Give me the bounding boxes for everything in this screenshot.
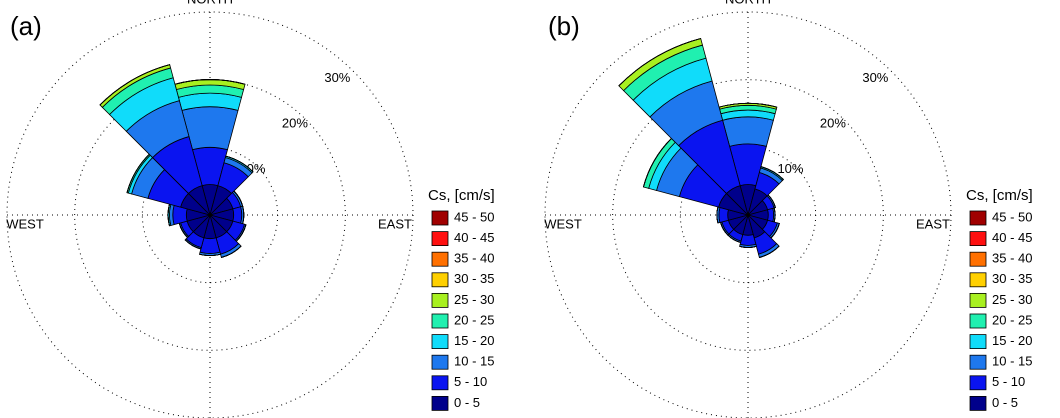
legend-swatch [431, 210, 449, 226]
legend-label: 40 - 45 [992, 230, 1032, 245]
wedge [767, 194, 776, 208]
legend-label: 10 - 15 [454, 354, 494, 369]
legend-label: 15 - 20 [454, 333, 494, 348]
legend-label: 20 - 25 [454, 312, 494, 327]
legend-swatch [969, 272, 987, 288]
legend-label: 0 - 5 [454, 395, 480, 410]
wedge [232, 206, 243, 224]
r-tick-label: 20% [282, 115, 308, 130]
legend-swatch [969, 231, 987, 247]
legend-swatch [969, 292, 987, 308]
grid-ring [544, 11, 952, 418]
grid-ring [141, 146, 279, 284]
direction-label: NORTH [725, 0, 771, 6]
wedge [739, 245, 757, 248]
legend-title: Cs, [cm/s] [966, 187, 1033, 204]
legend-swatch [431, 251, 449, 267]
grid-ring [6, 11, 414, 418]
direction-label: NORTH [187, 0, 233, 6]
legend-label: 5 - 10 [454, 374, 487, 389]
wedge [99, 64, 170, 106]
legend-swatch [431, 375, 449, 391]
legend-label: 30 - 35 [992, 271, 1032, 286]
legend-label: 20 - 25 [992, 312, 1032, 327]
direction-label: EAST [916, 216, 950, 231]
legend-label: 0 - 5 [992, 395, 1018, 410]
legend-swatch [969, 334, 987, 350]
legend-swatch [969, 210, 987, 226]
legend-swatch [431, 313, 449, 329]
direction-label: WEST [6, 216, 44, 231]
wedge [199, 253, 221, 256]
legend-title: Cs, [cm/s] [428, 187, 495, 204]
legend-swatch [431, 292, 449, 308]
wedge [722, 116, 774, 147]
legend-label: 40 - 45 [454, 230, 494, 245]
legend-label: 45 - 50 [992, 209, 1032, 224]
r-tick-label: 10% [777, 161, 803, 176]
r-tick-label: 30% [862, 70, 888, 85]
legend-swatch [969, 375, 987, 391]
wedge [718, 103, 778, 108]
r-tick-label: 20% [820, 115, 846, 130]
legend-swatch [431, 272, 449, 288]
wedge [759, 245, 780, 258]
grid-ring [679, 146, 817, 284]
wedge [767, 207, 775, 223]
panel-title: (b) [548, 11, 580, 41]
legend-swatch [969, 354, 987, 370]
wedge [225, 155, 254, 173]
legend-swatch [431, 231, 449, 247]
legend-label: 10 - 15 [992, 354, 1032, 369]
wedge [184, 239, 202, 250]
legend-label: 45 - 50 [454, 209, 494, 224]
r-tick-label: 30% [324, 70, 350, 85]
legend-label: 5 - 10 [992, 374, 1025, 389]
grid-ring [74, 79, 346, 351]
legend-label: 15 - 20 [992, 333, 1032, 348]
legend-swatch [431, 354, 449, 370]
wedge [221, 245, 242, 258]
legend-swatch [969, 251, 987, 267]
legend-label: 35 - 40 [454, 251, 494, 266]
direction-label: WEST [544, 216, 582, 231]
legend-swatch [431, 334, 449, 350]
legend-swatch [969, 395, 987, 411]
legend-label: 25 - 30 [992, 292, 1032, 307]
legend-label: 30 - 35 [454, 271, 494, 286]
legend-label: 25 - 30 [454, 292, 494, 307]
direction-label: EAST [378, 216, 412, 231]
legend-swatch [431, 395, 449, 411]
legend-swatch [969, 313, 987, 329]
legend-label: 35 - 40 [992, 251, 1032, 266]
panel-title: (a) [10, 11, 42, 41]
